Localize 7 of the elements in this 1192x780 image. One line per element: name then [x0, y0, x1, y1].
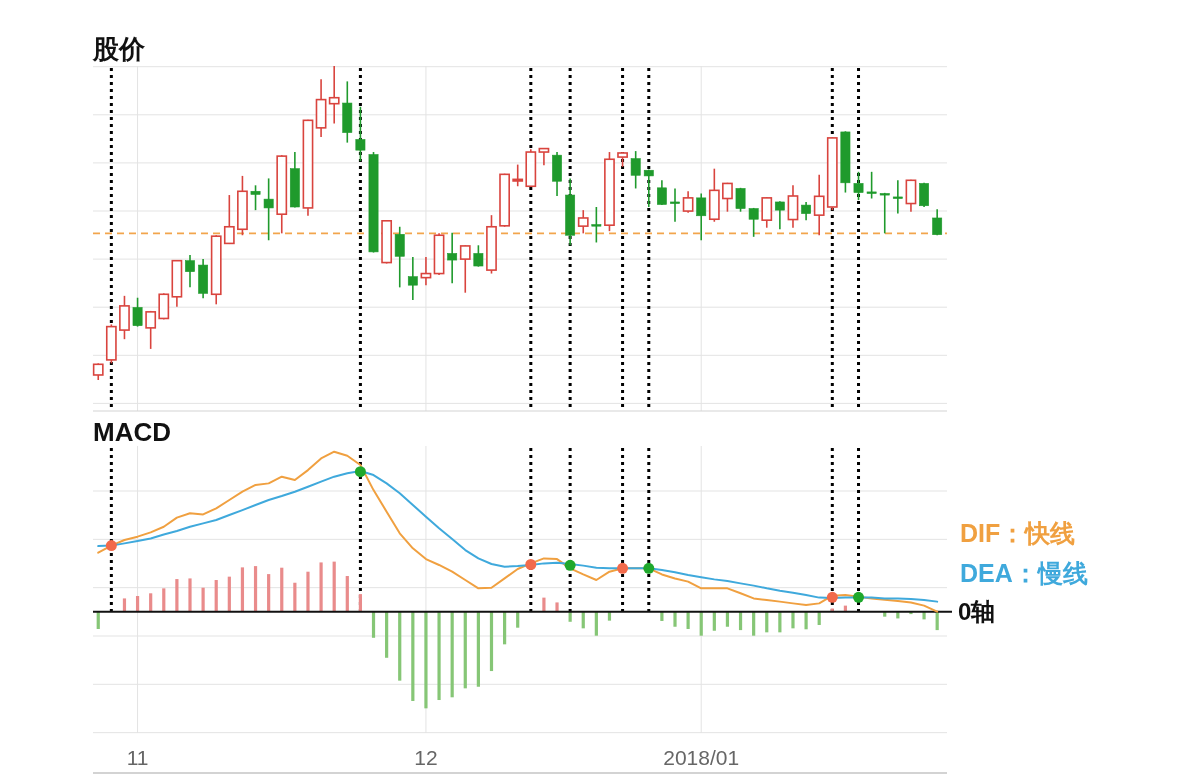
chart-title: 股价 — [92, 34, 146, 64]
chart-title: MACD — [93, 417, 171, 447]
legend: DIF：快线 DEA：慢线 — [960, 519, 1088, 587]
x-tick-label: 11 — [126, 746, 149, 769]
ref-line-label: 0轴 — [958, 598, 996, 626]
x-tick-label: 2018/01 — [663, 746, 740, 769]
x-tick-label: 12 — [414, 746, 438, 769]
